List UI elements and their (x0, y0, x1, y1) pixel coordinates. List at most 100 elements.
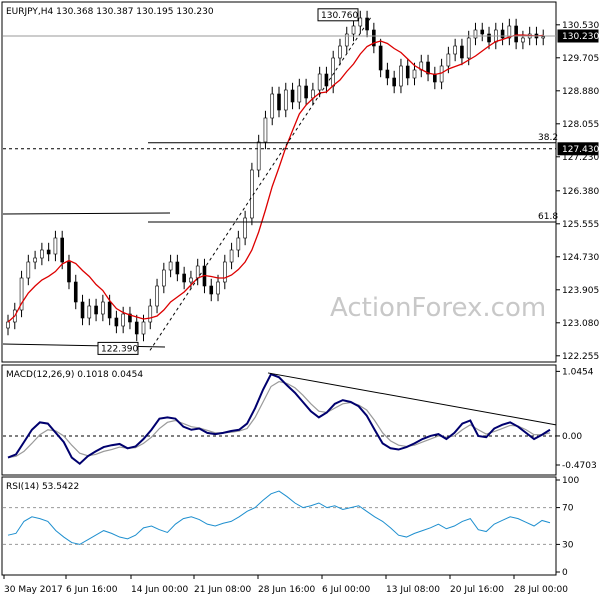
candle-body (101, 301, 105, 315)
candle-body (277, 93, 281, 111)
price-tick-label: 130.530 (562, 21, 599, 31)
price-tick-label: 125.555 (562, 220, 599, 230)
candle-body (392, 77, 396, 87)
candle-body (216, 281, 220, 295)
candle-body (453, 45, 457, 55)
candle-body (107, 301, 112, 319)
x-tick-label: 14 Jun 00:00 (131, 585, 188, 595)
candle-body (182, 273, 186, 283)
candle-body (121, 313, 125, 327)
candle-body (466, 37, 471, 59)
candle-body (26, 261, 31, 279)
candle-body (67, 261, 71, 283)
candle-body (358, 17, 363, 27)
rsi-tick-label: 100 (562, 476, 579, 486)
price-header: EURJPY,H4 130.368 130.387 130.195 130.23… (6, 7, 214, 17)
price-tick-label: 123.080 (562, 319, 599, 329)
fib-382-price-tag-label: 127.430 (562, 145, 599, 155)
candle-body (73, 281, 78, 303)
candle-body (378, 45, 383, 71)
price-tick-label: 128.880 (562, 87, 599, 97)
candle-body (80, 301, 85, 319)
x-tick-label: 6 Jul 00:00 (322, 585, 371, 595)
candle-body (311, 89, 315, 99)
candle-body (351, 25, 356, 35)
rsi-tick-label: 30 (562, 540, 574, 550)
candle-body (283, 89, 288, 111)
candle-body (500, 29, 505, 39)
candle-body (541, 36, 546, 39)
candle-body (236, 237, 241, 251)
candle-body (507, 25, 512, 39)
candle-body (209, 285, 214, 295)
fib-swing-line (149, 15, 373, 351)
candle-body (195, 265, 200, 279)
rsi-panel-frame (1, 476, 557, 576)
price-tick-label: 122.255 (562, 352, 599, 362)
candle-body (33, 257, 37, 263)
rsi-tick-label: 70 (562, 504, 574, 514)
candle-body (223, 261, 227, 283)
last-price-tag-box (557, 29, 599, 43)
price-panel-frame (1, 1, 557, 363)
fib-382-label: 38.2 (538, 133, 558, 143)
candle-body (128, 313, 132, 323)
candle-body (155, 285, 159, 307)
x-tick-label: 30 May 2017 (4, 585, 63, 595)
fib-382-price-tag-box (557, 142, 599, 156)
candle-body (331, 57, 336, 87)
candle-body (338, 45, 342, 59)
candle-body (324, 73, 329, 87)
price-tick-label: 124.730 (562, 253, 599, 263)
candle-body (473, 29, 478, 39)
candle-body (162, 269, 166, 287)
candle-body (40, 249, 44, 259)
price-tick-label: 129.705 (562, 54, 599, 64)
candle-body (250, 169, 254, 219)
price-tick-label: 127.230 (562, 153, 599, 163)
rsi-series-line (7, 490, 551, 545)
candle-body (256, 141, 261, 171)
candle-body (229, 249, 234, 263)
swing-low-label: 122.390 (101, 344, 138, 354)
fib-618-label: 61.8 (538, 212, 558, 222)
candle-body (94, 305, 98, 315)
candle-body (243, 217, 247, 239)
rsi-header: RSI(14) 53.5422 (6, 482, 79, 492)
candle-body (168, 261, 173, 271)
candle-body (189, 277, 193, 283)
watermark: ActionForex.com (330, 293, 546, 323)
macd-series-line (7, 380, 551, 459)
macd-tick-label: -0.4703 (562, 461, 597, 471)
macd-tick-label: 1.0454 (562, 367, 594, 377)
candle-body (460, 45, 464, 59)
swing-high-box (317, 8, 359, 22)
price-tick-label: 128.055 (562, 120, 599, 130)
trend-line-top (2, 212, 171, 215)
price-tick-label: 123.905 (562, 286, 599, 296)
trend-line-bottom (2, 343, 166, 348)
macd-header: MACD(12,26,9) 0.1018 0.0454 (6, 370, 143, 380)
candle-body (46, 249, 51, 255)
candle-body (412, 69, 417, 79)
candle-body (433, 73, 437, 83)
x-tick-label: 20 Jul 16:00 (450, 585, 504, 595)
x-tick-label: 28 Jun 16:00 (258, 585, 315, 595)
rsi-tick-label: 0 (562, 568, 568, 578)
candle-body (426, 61, 430, 75)
swing-high-label: 130.760 (321, 11, 358, 21)
candle-body (514, 25, 518, 43)
last-price-tag-label: 130.230 (562, 32, 599, 42)
candle-body (344, 33, 349, 47)
candle-body (270, 93, 275, 119)
candle-body (19, 277, 24, 311)
x-tick-label: 6 Jun 16:00 (66, 585, 118, 595)
x-tick-label: 13 Jul 08:00 (386, 585, 440, 595)
candle-body (114, 317, 119, 327)
candle-body (141, 321, 146, 335)
x-tick-label: 21 Jun 08:00 (194, 585, 251, 595)
macd-trend-line (267, 372, 557, 426)
macd-tick-label: 0.00 (562, 432, 582, 442)
macd-series-line (7, 372, 551, 466)
